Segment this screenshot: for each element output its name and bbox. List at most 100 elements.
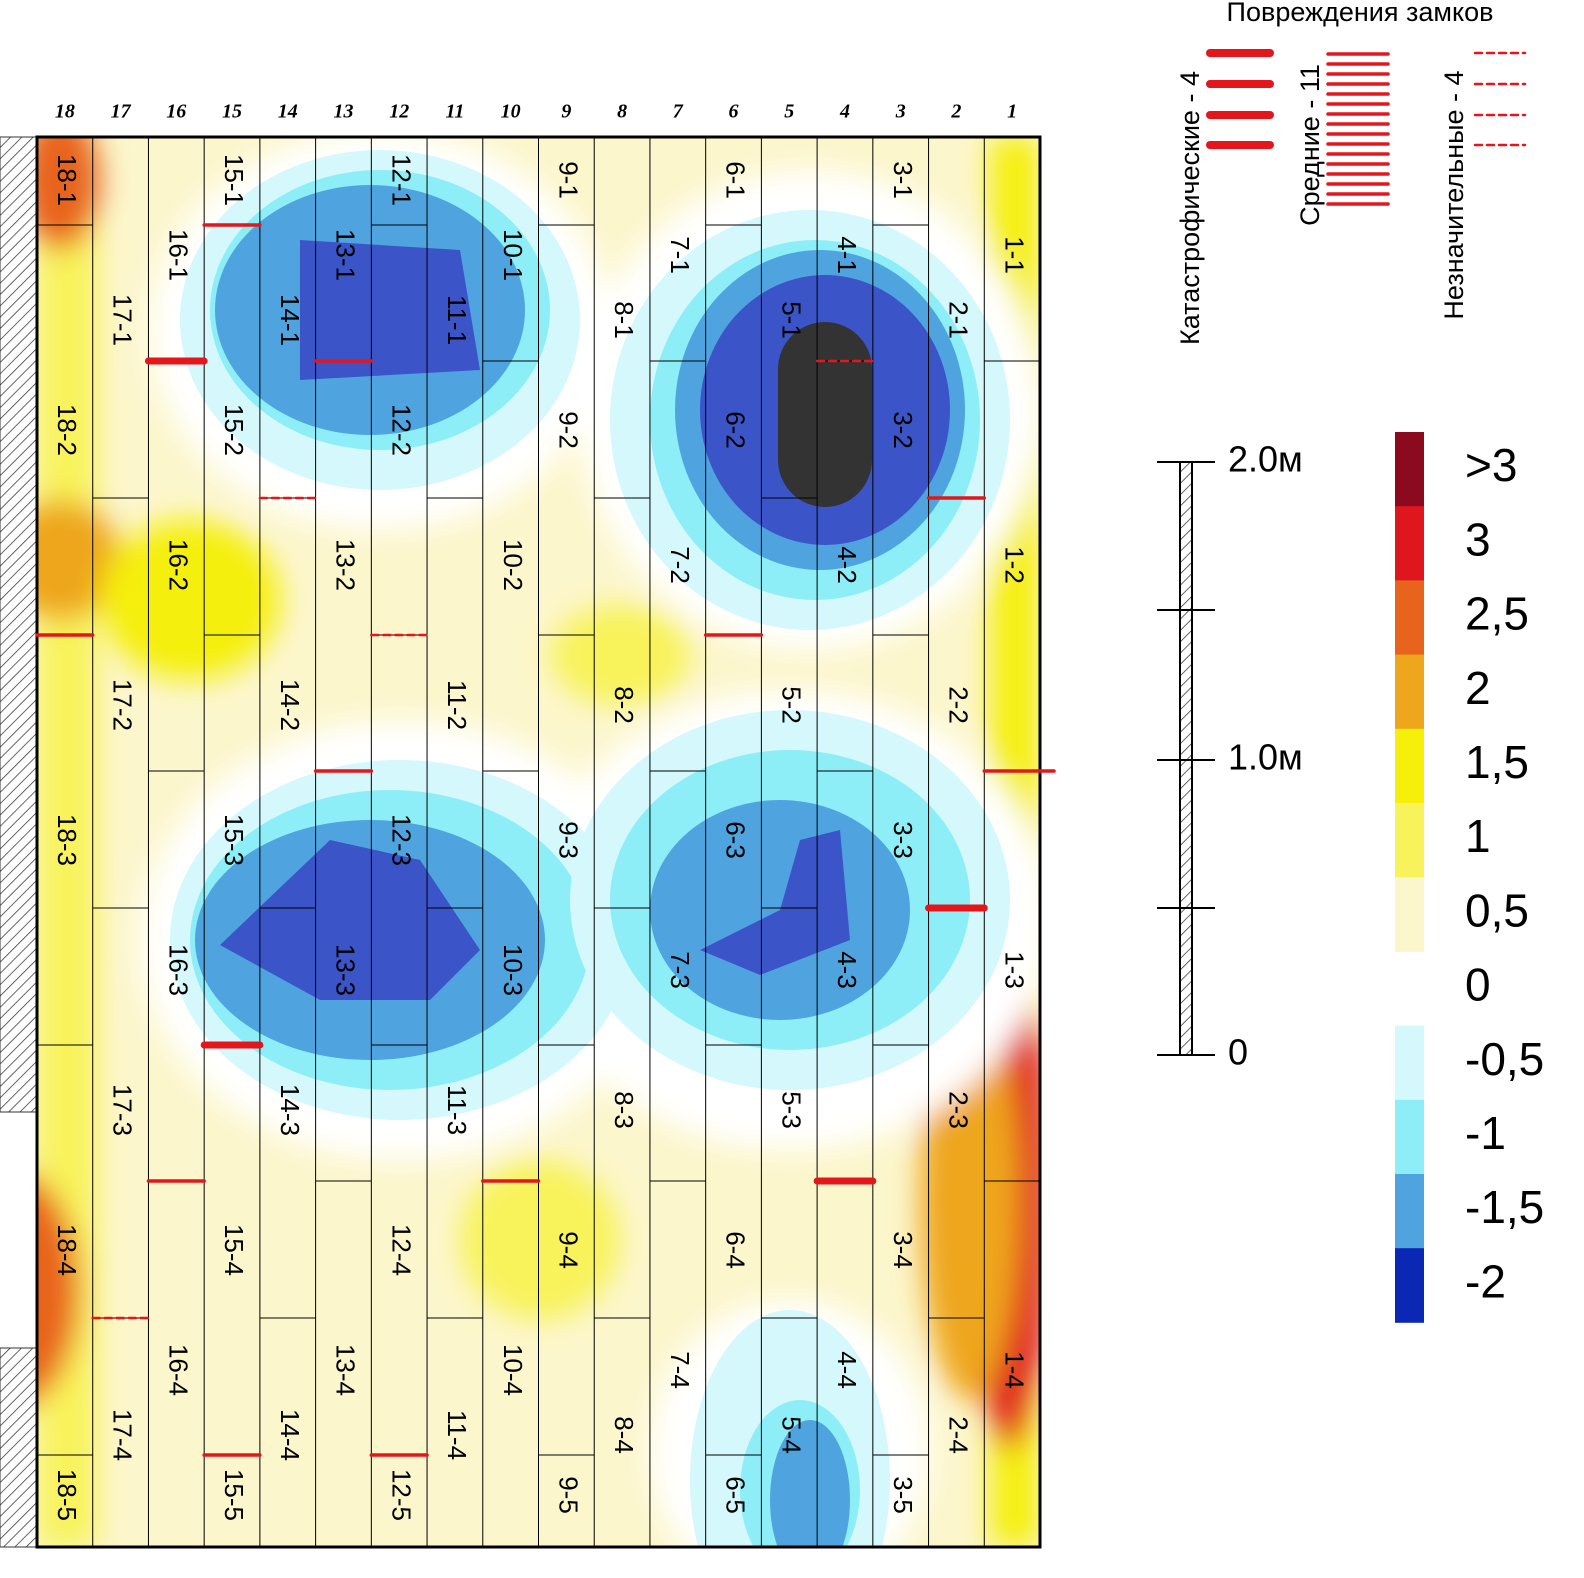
color-swatch: [1395, 1025, 1424, 1101]
legend-label: Катастрофические - 4: [1175, 71, 1205, 345]
cell-label: 10-3: [498, 944, 528, 996]
board-outline: [35, 135, 1042, 1549]
cell-label: 2-2: [944, 686, 974, 724]
cell-label: 10-4: [498, 1344, 528, 1396]
column-number: 6: [729, 101, 739, 123]
cell-label: 14-1: [275, 294, 305, 346]
cell-label: 18-3: [52, 814, 82, 866]
cell-label: 9-4: [553, 1231, 583, 1269]
cell-label: 12-4: [386, 1224, 416, 1276]
column-number: 16: [166, 101, 186, 123]
cell-label: 18-5: [52, 1469, 82, 1521]
cell-label: 15-4: [219, 1224, 249, 1276]
cell-label: 10-1: [498, 229, 528, 281]
color-label: 0,5: [1465, 884, 1529, 936]
cell-label: 12-5: [386, 1469, 416, 1521]
color-label: -1: [1465, 1107, 1506, 1159]
cell-label: 11-2: [442, 680, 472, 730]
cell-label: 4-1: [832, 236, 862, 274]
cell-label: 12-3: [386, 814, 416, 866]
scale-label: 0: [1228, 1032, 1248, 1073]
color-swatch: [1395, 877, 1424, 952]
cell-label: 6-5: [721, 1476, 751, 1514]
color-swatch: [1395, 506, 1424, 581]
column-number: 13: [333, 101, 353, 123]
cell-label: 1-4: [999, 1351, 1029, 1389]
cell-label: 7-2: [665, 546, 695, 584]
cell-label: 8-1: [609, 301, 639, 339]
cell-label: 6-3: [721, 821, 751, 859]
wall: [0, 136, 38, 1113]
column-number: 10: [501, 101, 521, 123]
cell-label: 1-2: [999, 546, 1029, 584]
cell-label: 8-3: [609, 1091, 639, 1129]
cell-label: 9-5: [553, 1476, 583, 1514]
cell-label: 15-5: [219, 1469, 249, 1521]
cell-label: 11-1: [442, 295, 472, 345]
cell-label: 1-3: [999, 951, 1029, 989]
cell-label: 18-2: [52, 404, 82, 456]
color-label: 1: [1465, 810, 1491, 862]
column-number: 17: [111, 101, 132, 123]
cell-label: 3-2: [888, 411, 918, 449]
cell-label: 16-3: [163, 944, 193, 996]
cell-label: 7-4: [665, 1351, 695, 1389]
cell-label: 7-1: [665, 236, 695, 274]
cell-label: 7-3: [665, 951, 695, 989]
scale-label: 2.0м: [1228, 439, 1303, 480]
legend-label: Средние - 11: [1295, 64, 1325, 226]
cell-label: 14-3: [275, 1084, 305, 1136]
color-swatch: [1395, 580, 1424, 655]
column-number: 1: [1007, 101, 1017, 123]
color-label: >3: [1465, 439, 1517, 491]
cell-label: 3-1: [888, 161, 918, 199]
cell-label: 2-1: [944, 301, 974, 339]
cell-label: 5-3: [776, 1091, 806, 1129]
color-label: 2,5: [1465, 588, 1529, 640]
scale-bar: [1179, 461, 1193, 1056]
color-label: -1,5: [1465, 1181, 1544, 1233]
cell-label: 14-4: [275, 1409, 305, 1461]
cell-label: 17-4: [108, 1409, 138, 1461]
color-swatch: [1395, 1248, 1424, 1323]
cell-label: 16-2: [163, 539, 193, 591]
legend-label: Незначительные - 4: [1439, 70, 1469, 319]
cell-label: 5-4: [776, 1416, 806, 1454]
color-swatch: [1395, 1174, 1424, 1249]
color-label: 2: [1465, 662, 1491, 714]
cell-label: 9-3: [553, 821, 583, 859]
cell-label: 15-1: [219, 154, 249, 206]
cell-label: 3-3: [888, 821, 918, 859]
cell-label: 18-1: [52, 154, 82, 206]
cell-label: 1-1: [999, 236, 1029, 274]
cell-label: 12-1: [386, 154, 416, 206]
column-number: 14: [278, 101, 298, 123]
cell-label: 16-1: [163, 229, 193, 281]
cell-label: 17-2: [108, 679, 138, 731]
color-label: 3: [1465, 513, 1491, 565]
cell-label: 5-2: [776, 686, 806, 724]
column-number: 11: [445, 101, 464, 123]
column-number: 2: [950, 101, 961, 123]
cell-label: 12-2: [386, 404, 416, 456]
cell-label: 14-2: [275, 679, 305, 731]
color-swatch: [1395, 1099, 1424, 1175]
column-number: 8: [617, 101, 627, 123]
cell-label: 17-1: [108, 294, 138, 346]
cell-label: 2-4: [944, 1416, 974, 1454]
column-number: 5: [784, 101, 794, 123]
cell-label: 4-2: [832, 546, 862, 584]
cell-label: 18-4: [52, 1224, 82, 1276]
cell-label: 6-1: [721, 161, 751, 199]
color-swatch: [1395, 654, 1424, 730]
cell-label: 15-2: [219, 404, 249, 456]
cell-label: 6-2: [721, 411, 751, 449]
cell-label: 4-4: [832, 1351, 862, 1389]
cell-label: 11-3: [442, 1085, 472, 1135]
wall: [0, 1347, 38, 1548]
cell-label: 8-4: [609, 1416, 639, 1454]
board-grid: [37, 137, 1040, 1547]
scale-label: 1.0м: [1228, 737, 1303, 778]
column-number: 12: [389, 101, 409, 123]
